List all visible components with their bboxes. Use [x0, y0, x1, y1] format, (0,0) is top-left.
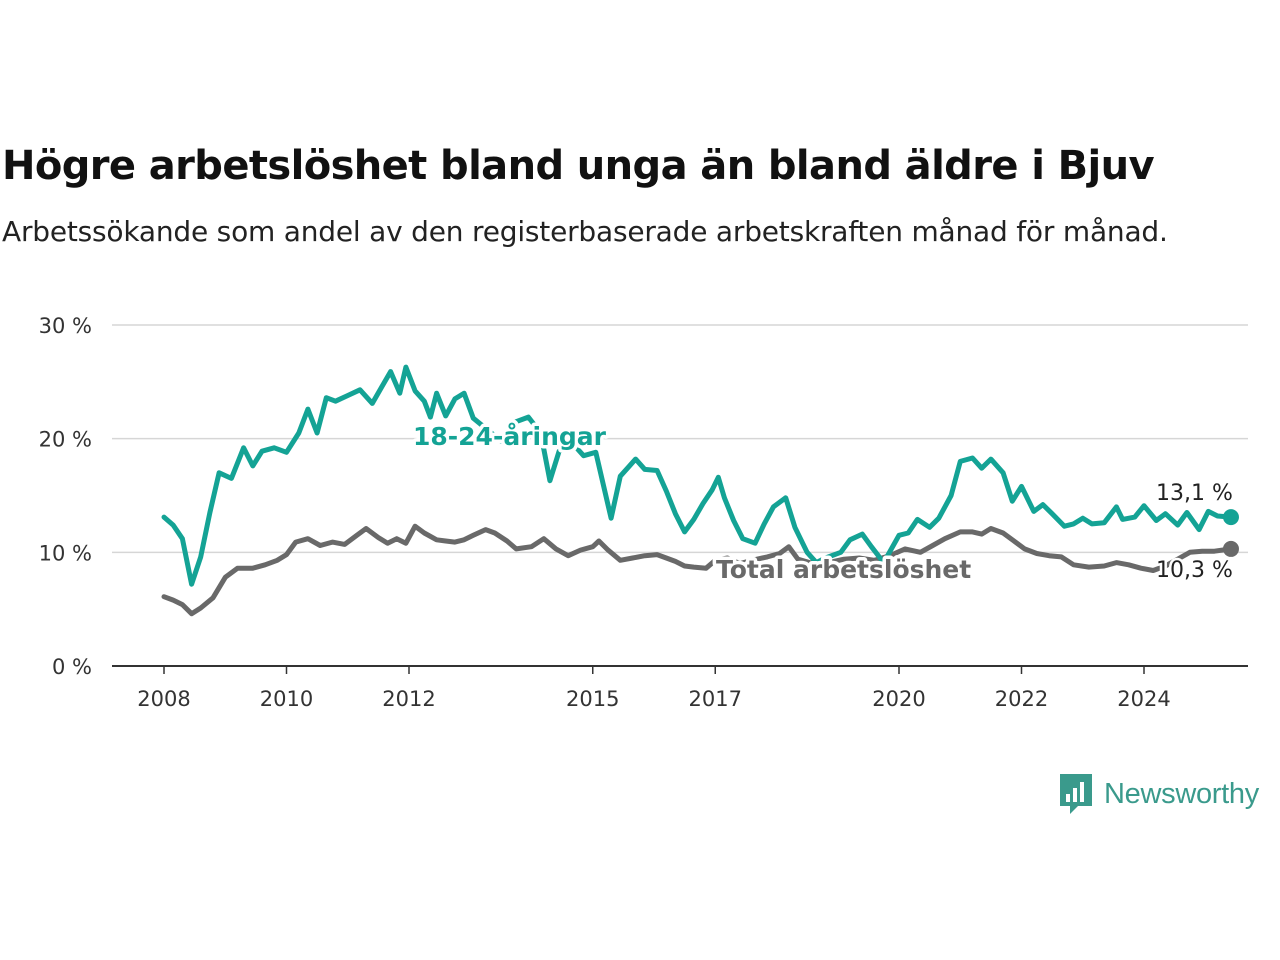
y-tick-label: 30 %: [39, 314, 92, 338]
x-tick-label: 2020: [872, 687, 925, 711]
series-lines: [161, 364, 1239, 617]
y-axis-tick-labels: 0 % 10 % 20 % 30 %: [39, 314, 92, 679]
chart-title: Högre arbetslöshet bland unga än bland ä…: [2, 143, 1155, 189]
series-name-label: 18-24-åringar: [413, 422, 607, 451]
brand-logo: Newsworthy: [1058, 772, 1259, 816]
end-value-label: 13,1 %: [1156, 481, 1233, 506]
x-tick-label: 2024: [1117, 687, 1170, 711]
series-end-point: [1222, 509, 1239, 526]
y-tick-label: 0 %: [52, 655, 92, 679]
series-end-point: [1222, 540, 1239, 557]
y-tick-label: 10 %: [39, 541, 92, 565]
end-value-label: 10,3 %: [1156, 558, 1233, 583]
series-line: [161, 364, 1234, 587]
series-labels: 18-24-åringar Total arbetslöshet 13,1 % 10,…: [410, 419, 1236, 588]
x-tick-label: 2022: [995, 687, 1048, 711]
brand-name: Newsworthy: [1104, 777, 1259, 810]
x-tick-label: 2015: [566, 687, 619, 711]
series-line: [161, 523, 1234, 617]
x-tick-label: 2012: [382, 687, 435, 711]
bar-chart-icon: [1060, 774, 1092, 814]
x-tick-label: 2008: [137, 687, 190, 711]
x-tick-label: 2017: [689, 687, 742, 711]
x-axis: 2008 2010 2012 2015 2017 2020 2022 2024: [112, 665, 1248, 711]
line-chart: 0 % 10 % 20 % 30 % 2008 2010 2012 2015 2017 2020…: [39, 314, 1248, 711]
y-tick-label: 20 %: [39, 428, 92, 452]
gridlines: [112, 324, 1248, 554]
x-tick-label: 2010: [260, 687, 313, 711]
series-name-label: Total arbetslöshet: [716, 555, 971, 584]
chart-subtitle: Arbetssökande som andel av den registerb…: [2, 215, 1168, 248]
